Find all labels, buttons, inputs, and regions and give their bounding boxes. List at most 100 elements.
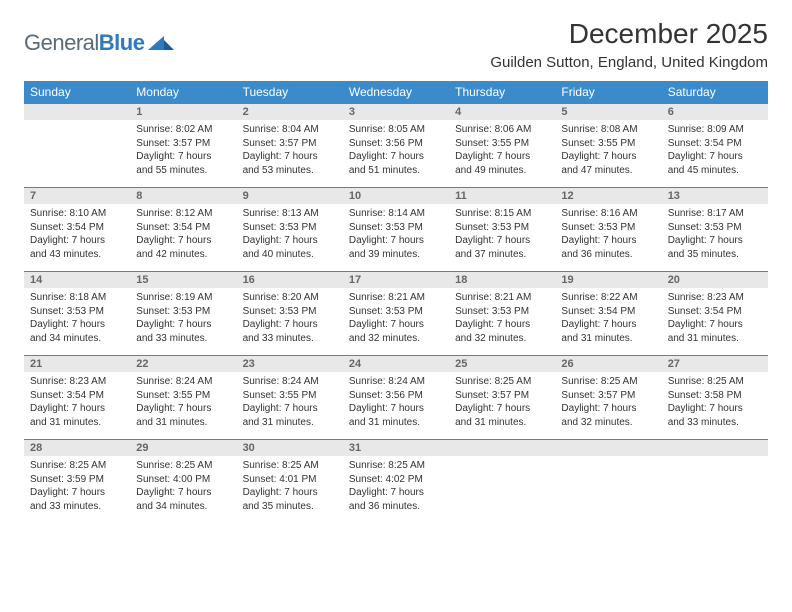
day-data: Sunrise: 8:23 AMSunset: 3:54 PMDaylight:… <box>24 372 130 435</box>
daylight-line1: Daylight: 7 hours <box>243 318 337 332</box>
calendar-day-cell: 4Sunrise: 8:06 AMSunset: 3:55 PMDaylight… <box>449 104 555 188</box>
calendar-day-cell: 1Sunrise: 8:02 AMSunset: 3:57 PMDaylight… <box>130 104 236 188</box>
sunset-text: Sunset: 4:02 PM <box>349 473 443 487</box>
daylight-line2: and 33 minutes. <box>668 416 762 430</box>
day-data: Sunrise: 8:12 AMSunset: 3:54 PMDaylight:… <box>130 204 236 267</box>
calendar-day-cell: 31Sunrise: 8:25 AMSunset: 4:02 PMDayligh… <box>343 440 449 524</box>
day-number: 9 <box>237 188 343 204</box>
daylight-line1: Daylight: 7 hours <box>455 402 549 416</box>
daylight-line2: and 35 minutes. <box>243 500 337 514</box>
calendar-week-row: 21Sunrise: 8:23 AMSunset: 3:54 PMDayligh… <box>24 356 768 440</box>
day-number: 6 <box>662 104 768 120</box>
sunset-text: Sunset: 3:54 PM <box>561 305 655 319</box>
day-data: Sunrise: 8:09 AMSunset: 3:54 PMDaylight:… <box>662 120 768 183</box>
sunset-text: Sunset: 3:55 PM <box>561 137 655 151</box>
sunset-text: Sunset: 4:00 PM <box>136 473 230 487</box>
logo-word-1: General <box>24 30 99 55</box>
sunset-text: Sunset: 3:53 PM <box>561 221 655 235</box>
daylight-line2: and 47 minutes. <box>561 164 655 178</box>
sunrise-text: Sunrise: 8:25 AM <box>30 459 124 473</box>
daylight-line2: and 35 minutes. <box>668 248 762 262</box>
sunrise-text: Sunrise: 8:19 AM <box>136 291 230 305</box>
day-data: Sunrise: 8:20 AMSunset: 3:53 PMDaylight:… <box>237 288 343 351</box>
day-number: 27 <box>662 356 768 372</box>
calendar-day-cell: 9Sunrise: 8:13 AMSunset: 3:53 PMDaylight… <box>237 188 343 272</box>
daylight-line1: Daylight: 7 hours <box>136 318 230 332</box>
sunrise-text: Sunrise: 8:08 AM <box>561 123 655 137</box>
calendar-week-row: 28Sunrise: 8:25 AMSunset: 3:59 PMDayligh… <box>24 440 768 524</box>
sunset-text: Sunset: 3:57 PM <box>243 137 337 151</box>
calendar-day-cell: 2Sunrise: 8:04 AMSunset: 3:57 PMDaylight… <box>237 104 343 188</box>
calendar-day-cell: 25Sunrise: 8:25 AMSunset: 3:57 PMDayligh… <box>449 356 555 440</box>
day-number: 5 <box>555 104 661 120</box>
sunset-text: Sunset: 3:54 PM <box>668 137 762 151</box>
daylight-line2: and 40 minutes. <box>243 248 337 262</box>
sunset-text: Sunset: 3:57 PM <box>455 389 549 403</box>
day-number: 4 <box>449 104 555 120</box>
calendar-day-cell: 29Sunrise: 8:25 AMSunset: 4:00 PMDayligh… <box>130 440 236 524</box>
sunrise-text: Sunrise: 8:10 AM <box>30 207 124 221</box>
daylight-line2: and 51 minutes. <box>349 164 443 178</box>
sunrise-text: Sunrise: 8:23 AM <box>668 291 762 305</box>
sunset-text: Sunset: 3:53 PM <box>455 221 549 235</box>
daylight-line2: and 32 minutes. <box>349 332 443 346</box>
calendar-day-cell <box>449 440 555 524</box>
daylight-line2: and 31 minutes. <box>455 416 549 430</box>
sunrise-text: Sunrise: 8:20 AM <box>243 291 337 305</box>
day-data: Sunrise: 8:24 AMSunset: 3:55 PMDaylight:… <box>237 372 343 435</box>
sunrise-text: Sunrise: 8:21 AM <box>349 291 443 305</box>
sunrise-text: Sunrise: 8:04 AM <box>243 123 337 137</box>
day-data: Sunrise: 8:05 AMSunset: 3:56 PMDaylight:… <box>343 120 449 183</box>
daylight-line1: Daylight: 7 hours <box>668 318 762 332</box>
daylight-line1: Daylight: 7 hours <box>136 150 230 164</box>
calendar-table: Sunday Monday Tuesday Wednesday Thursday… <box>24 81 768 524</box>
day-number: 28 <box>24 440 130 456</box>
day-number: 20 <box>662 272 768 288</box>
daylight-line2: and 43 minutes. <box>30 248 124 262</box>
daylight-line1: Daylight: 7 hours <box>30 318 124 332</box>
day-number: 23 <box>237 356 343 372</box>
day-number: 16 <box>237 272 343 288</box>
day-data: Sunrise: 8:22 AMSunset: 3:54 PMDaylight:… <box>555 288 661 351</box>
daylight-line2: and 31 minutes. <box>349 416 443 430</box>
calendar-day-cell: 13Sunrise: 8:17 AMSunset: 3:53 PMDayligh… <box>662 188 768 272</box>
day-data: Sunrise: 8:24 AMSunset: 3:56 PMDaylight:… <box>343 372 449 435</box>
calendar-day-cell: 21Sunrise: 8:23 AMSunset: 3:54 PMDayligh… <box>24 356 130 440</box>
day-number: 19 <box>555 272 661 288</box>
sunset-text: Sunset: 3:57 PM <box>561 389 655 403</box>
calendar-day-cell <box>662 440 768 524</box>
sunrise-text: Sunrise: 8:05 AM <box>349 123 443 137</box>
sunrise-text: Sunrise: 8:16 AM <box>561 207 655 221</box>
calendar-day-cell: 24Sunrise: 8:24 AMSunset: 3:56 PMDayligh… <box>343 356 449 440</box>
sunrise-text: Sunrise: 8:02 AM <box>136 123 230 137</box>
sunrise-text: Sunrise: 8:09 AM <box>668 123 762 137</box>
sunrise-text: Sunrise: 8:06 AM <box>455 123 549 137</box>
day-data: Sunrise: 8:10 AMSunset: 3:54 PMDaylight:… <box>24 204 130 267</box>
month-title: December 2025 <box>490 18 768 50</box>
day-data: Sunrise: 8:25 AMSunset: 3:59 PMDaylight:… <box>24 456 130 519</box>
sunrise-text: Sunrise: 8:25 AM <box>455 375 549 389</box>
daylight-line1: Daylight: 7 hours <box>455 150 549 164</box>
sunrise-text: Sunrise: 8:23 AM <box>30 375 124 389</box>
daylight-line1: Daylight: 7 hours <box>30 402 124 416</box>
sunrise-text: Sunrise: 8:14 AM <box>349 207 443 221</box>
calendar-day-cell: 12Sunrise: 8:16 AMSunset: 3:53 PMDayligh… <box>555 188 661 272</box>
daylight-line1: Daylight: 7 hours <box>561 318 655 332</box>
sunset-text: Sunset: 3:53 PM <box>668 221 762 235</box>
calendar-day-cell: 10Sunrise: 8:14 AMSunset: 3:53 PMDayligh… <box>343 188 449 272</box>
sunrise-text: Sunrise: 8:25 AM <box>349 459 443 473</box>
day-number: 26 <box>555 356 661 372</box>
day-number: 31 <box>343 440 449 456</box>
daylight-line1: Daylight: 7 hours <box>136 402 230 416</box>
sunrise-text: Sunrise: 8:17 AM <box>668 207 762 221</box>
daylight-line1: Daylight: 7 hours <box>455 234 549 248</box>
daylight-line1: Daylight: 7 hours <box>561 402 655 416</box>
sunset-text: Sunset: 3:54 PM <box>668 305 762 319</box>
day-data: Sunrise: 8:25 AMSunset: 4:02 PMDaylight:… <box>343 456 449 519</box>
daylight-line2: and 34 minutes. <box>136 500 230 514</box>
day-number-empty <box>662 440 768 456</box>
title-block: December 2025 Guilden Sutton, England, U… <box>490 18 768 71</box>
daylight-line1: Daylight: 7 hours <box>243 486 337 500</box>
daylight-line1: Daylight: 7 hours <box>349 402 443 416</box>
daylight-line1: Daylight: 7 hours <box>349 318 443 332</box>
